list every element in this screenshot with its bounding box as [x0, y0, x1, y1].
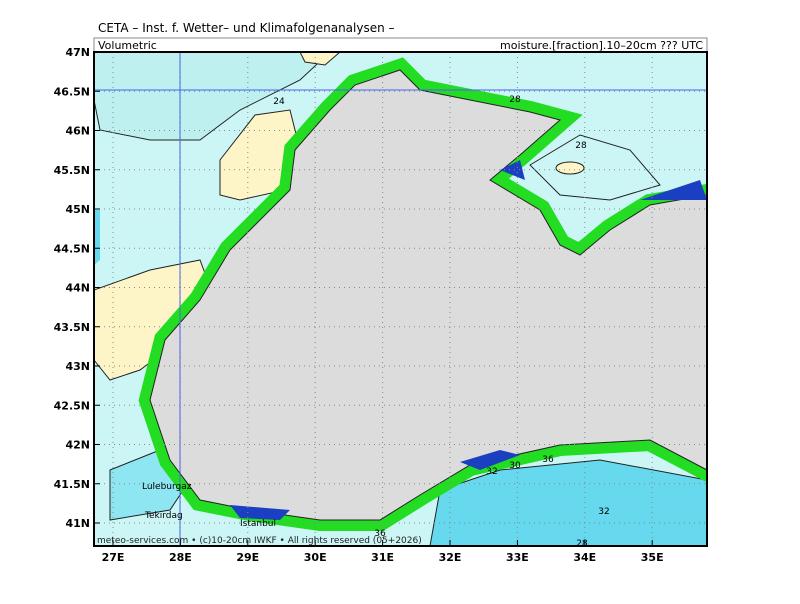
header-title: CETA – Inst. f. Wetter– und Klimafolgena…: [98, 21, 395, 35]
lat-label: 46.5N: [54, 85, 90, 98]
labels: 47N 46.5N 46N 45.5N 45N 44.5N 44N 43.5N 43N 42.5N…: [54, 46, 664, 564]
gradient-band: [230, 160, 707, 520]
lat-label: 45.5N: [54, 164, 90, 177]
lat-label: 47N: [65, 46, 90, 59]
lat-label: 42N: [65, 439, 90, 452]
lat-label: 46N: [65, 125, 90, 138]
grid: [94, 52, 707, 546]
lat-label: 45N: [65, 203, 90, 216]
frame: [93, 51, 708, 547]
header-left: Volumetric: [98, 39, 157, 52]
lon-label: 35E: [641, 551, 664, 564]
lat-label: 42.5N: [54, 399, 90, 412]
lon-label: 28E: [169, 551, 192, 564]
river: [94, 52, 707, 546]
place-label: Luleburgaz: [142, 482, 192, 492]
place-label: Istanbul: [240, 519, 276, 529]
lat-label: 43.5N: [54, 321, 90, 334]
dry-area: [299, 52, 341, 66]
contour-label: 24: [273, 97, 285, 107]
map-area: [94, 52, 707, 546]
azov-area: [529, 134, 661, 201]
contour-label: 28: [575, 141, 587, 151]
lat-label: 44.5N: [54, 242, 90, 255]
wet-area: [94, 210, 100, 265]
lat-label: 44N: [65, 282, 90, 295]
lon-label: 31E: [371, 551, 394, 564]
lat-label: 43N: [65, 360, 90, 373]
sea: [149, 69, 707, 521]
contour-label: 28: [509, 95, 521, 105]
contour-label: 36: [374, 529, 386, 539]
lon-label: 29E: [236, 551, 259, 564]
place-label: Tekirdag: [144, 511, 183, 521]
contour-label: 32: [486, 467, 497, 477]
contour-label: 30: [509, 461, 521, 471]
lon-label: 32E: [439, 551, 462, 564]
lon-label: 30E: [304, 551, 327, 564]
wet-area: [429, 459, 707, 546]
contour-label: 28: [576, 539, 588, 549]
contour-label: 32: [598, 507, 609, 517]
lon-label: 34E: [573, 551, 596, 564]
lon-label: 27E: [102, 551, 125, 564]
header-right: moisture.[fraction].10–20cm ??? UTC: [500, 39, 703, 52]
lat-label: 41N: [65, 517, 90, 530]
lat-label: 41.5N: [54, 478, 90, 491]
dry-area: [555, 161, 585, 175]
footer-credit: meteo-services.com • (c)10-20cm IWKF • A…: [97, 536, 422, 546]
lon-label: 33E: [506, 551, 529, 564]
contour-label: 36: [542, 455, 554, 465]
